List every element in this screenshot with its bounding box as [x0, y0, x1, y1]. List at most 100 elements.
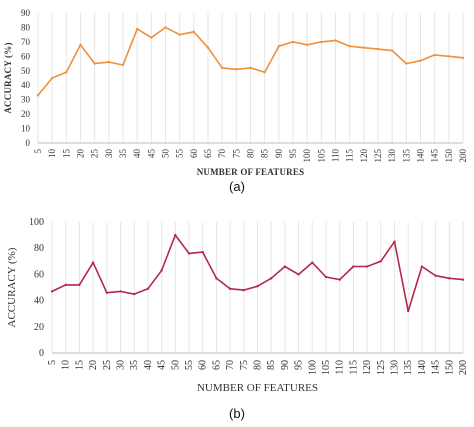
data-point: [270, 277, 273, 280]
y-tick-label: 80: [21, 22, 31, 32]
x-tick-label: 15: [61, 149, 71, 159]
x-tick-label: 85: [266, 360, 277, 370]
chart-b-gridlines: [51, 222, 464, 353]
y-tick-label: 20: [21, 109, 31, 119]
x-tick-label: 120: [362, 360, 373, 375]
x-tick-label: 60: [198, 360, 209, 370]
data-point: [283, 265, 287, 268]
chart-b-x-axis-title: NUMBER OF FEATURES: [197, 382, 318, 394]
data-point: [419, 59, 422, 62]
y-tick-label: 80: [34, 243, 44, 254]
data-point: [50, 76, 54, 80]
x-tick-label: 85: [260, 149, 270, 159]
data-point: [324, 275, 328, 279]
data-point: [420, 265, 424, 268]
chart-b-y-ticks: 0 20 40 60 80 100: [29, 217, 44, 359]
x-tick-label: 50: [170, 360, 181, 370]
x-tick-label: 60: [189, 149, 199, 159]
x-tick-label: 110: [331, 149, 341, 163]
x-tick-label: 125: [373, 149, 383, 163]
data-point: [164, 26, 167, 29]
data-point: [105, 291, 109, 294]
x-tick-label: 110: [335, 360, 346, 375]
x-tick-label: 200: [458, 360, 469, 375]
x-tick-label: 115: [345, 149, 355, 163]
data-point: [447, 55, 451, 58]
data-point: [362, 46, 366, 49]
chart-b-caption: (b): [229, 406, 245, 421]
x-tick-label: 150: [444, 360, 455, 375]
data-point: [407, 309, 410, 313]
x-tick-label: 45: [146, 149, 156, 159]
y-tick-label: 100: [29, 217, 44, 228]
x-tick-label: 40: [132, 149, 142, 159]
y-tick-label: 0: [39, 348, 44, 359]
data-point: [107, 60, 111, 64]
x-tick-label: 65: [203, 149, 213, 159]
data-point: [187, 252, 191, 255]
y-tick-label: 10: [21, 124, 31, 134]
data-point: [79, 43, 82, 46]
x-tick-label: 90: [274, 149, 284, 159]
data-point: [119, 290, 122, 293]
chart-a-x-axis-title: NUMBER OF FEATURES: [197, 167, 305, 177]
y-tick-label: 70: [21, 37, 31, 47]
x-tick-label: 65: [211, 360, 222, 370]
data-point: [263, 71, 266, 74]
x-tick-label: 10: [61, 360, 72, 370]
chart-a-caption: (a): [229, 179, 245, 194]
x-tick-label: 145: [430, 149, 440, 163]
data-point: [215, 277, 218, 280]
data-point: [78, 283, 81, 287]
x-tick-label: 5: [47, 360, 58, 365]
data-point: [393, 240, 396, 243]
data-point: [146, 287, 150, 291]
data-point: [461, 278, 465, 281]
data-point: [434, 274, 437, 277]
x-tick-label: 80: [246, 149, 256, 159]
chart-b-y-axis-title: ACCURACY (%): [6, 247, 18, 327]
x-tick-label: 15: [74, 360, 85, 370]
x-tick-label: 80: [253, 360, 264, 370]
y-tick-label: 60: [21, 51, 31, 61]
data-point: [135, 27, 139, 31]
y-tick-label: 50: [21, 66, 31, 76]
data-point: [133, 292, 136, 296]
data-point: [305, 43, 309, 46]
y-tick-label: 40: [34, 296, 44, 307]
x-tick-label: 45: [157, 360, 168, 370]
x-tick-label: 125: [376, 360, 387, 375]
data-point: [334, 39, 337, 42]
x-tick-label: 20: [88, 360, 99, 370]
y-tick-label: 90: [21, 8, 31, 18]
x-tick-label: 70: [225, 360, 236, 370]
x-tick-label: 75: [231, 149, 241, 159]
data-point: [174, 233, 177, 237]
data-point: [192, 30, 196, 33]
data-point: [220, 66, 224, 70]
x-tick-label: 130: [387, 149, 397, 163]
data-point: [93, 62, 96, 65]
data-point: [338, 278, 341, 281]
chart-a-x-ticks: 5 10 15 20 25 30 35 40 45 50 55 60 65 70 75 80 85 90 95 100…: [33, 149, 468, 163]
data-point: [36, 94, 40, 97]
x-tick-label: 50: [161, 149, 171, 159]
chart-b-x-ticks: 5 10 15 20 25 30 35 40 45 50 55 60 65 70 75 80 85 90 95 100…: [47, 360, 469, 375]
data-point: [433, 53, 436, 57]
x-tick-label: 135: [403, 360, 414, 375]
x-tick-label: 115: [348, 360, 359, 375]
x-tick-label: 105: [316, 149, 326, 163]
data-point: [242, 288, 245, 292]
data-point: [160, 269, 163, 272]
x-tick-label: 20: [76, 149, 86, 159]
y-tick-label: 60: [34, 269, 44, 280]
x-tick-label: 35: [118, 149, 128, 159]
data-point: [178, 33, 181, 36]
data-point: [201, 250, 204, 254]
data-point: [91, 261, 95, 264]
x-tick-label: 55: [184, 360, 195, 370]
x-tick-label: 135: [401, 149, 411, 163]
chart-a-y-axis-title: ACCURACY (%): [3, 42, 13, 113]
